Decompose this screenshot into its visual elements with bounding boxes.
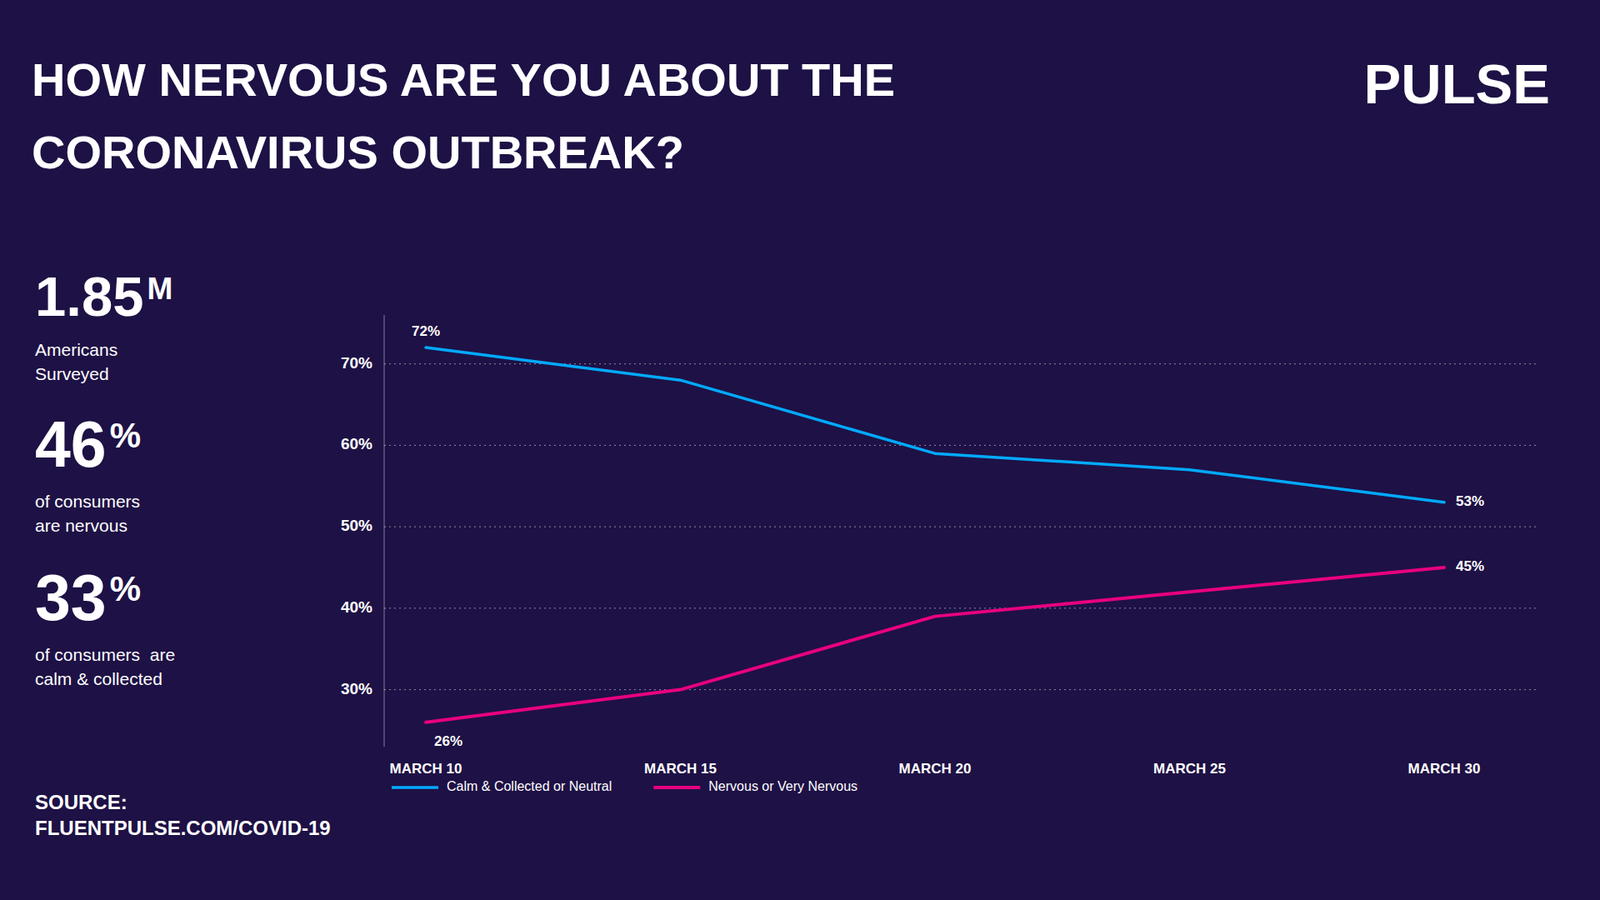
series-line <box>425 567 1445 723</box>
y-tick-label: 60% <box>340 435 373 453</box>
plot-marks <box>425 347 1445 723</box>
title: HOW NERVOUS ARE YOU ABOUT THE CORONAVIRUS… <box>31 53 895 179</box>
stat-description: Americans Surveyed <box>35 340 118 384</box>
stat-value: 33% <box>35 561 141 634</box>
background <box>0 0 1600 900</box>
chart-canvas: HOW NERVOUS ARE YOU ABOUT THE CORONAVIRUS… <box>0 0 1600 900</box>
grid-line <box>384 607 1536 609</box>
y-tick-label: 30% <box>340 680 373 698</box>
stat-value: 1.85M <box>35 265 173 328</box>
y-tick-label: 40% <box>340 598 373 616</box>
title-line: HOW NERVOUS ARE YOU ABOUT THE <box>31 53 895 106</box>
stat-description-line: Surveyed <box>35 364 110 384</box>
data-label: 26% <box>434 733 463 750</box>
stat-description: of consumers are nervous <box>35 491 140 535</box>
data-label: 72% <box>411 323 440 340</box>
grid-line <box>384 526 1536 528</box>
stat-number: 1.85 <box>35 265 144 328</box>
x-tick-label: MARCH 10 <box>390 760 463 777</box>
grid-line <box>384 445 1536 446</box>
stat-unit: % <box>110 415 141 455</box>
x-tick-label: MARCH 30 <box>1408 760 1481 777</box>
grid-line <box>384 689 1536 690</box>
legend-label: Nervous or Very Nervous <box>708 779 858 794</box>
series-line <box>425 347 1445 503</box>
x-tick-label: MARCH 15 <box>644 760 717 777</box>
legend-swatch <box>391 785 439 790</box>
y-axis-line <box>384 315 385 747</box>
data-label: 53% <box>1455 493 1485 510</box>
legend-label: Calm & Collected or Neutral <box>446 779 612 794</box>
stat-description-line: of consumers are <box>35 645 175 665</box>
stat-number: 46 <box>35 408 107 480</box>
y-tick-label: 70% <box>340 354 373 372</box>
title-line: CORONAVIRUS OUTBREAK? <box>31 125 685 179</box>
data-label: 45% <box>1455 558 1485 575</box>
y-tick-label: 50% <box>340 516 373 535</box>
source: SOURCE:FLUENTPULSE.COM/COVID-19 <box>35 790 331 840</box>
stat-description-line: of consumers <box>35 491 140 511</box>
logo-text: PULSE <box>1364 52 1550 115</box>
stat-unit: % <box>110 569 141 609</box>
stat-description-line: are nervous <box>35 515 128 535</box>
stat-unit: M <box>146 271 173 306</box>
source-line: FLUENTPULSE.COM/COVID-19 <box>35 816 331 840</box>
source-line: SOURCE: <box>35 790 128 814</box>
stat-description-line: calm & collected <box>35 669 163 689</box>
legend-swatch <box>653 785 700 790</box>
stat-number: 33 <box>35 561 107 634</box>
stat-description: of consumers are calm & collected <box>35 645 175 689</box>
stat-description-line: Americans <box>35 340 118 360</box>
x-tick-label: MARCH 25 <box>1153 760 1226 777</box>
stat-value: 46% <box>35 408 141 480</box>
x-tick-label: MARCH 20 <box>899 760 972 777</box>
